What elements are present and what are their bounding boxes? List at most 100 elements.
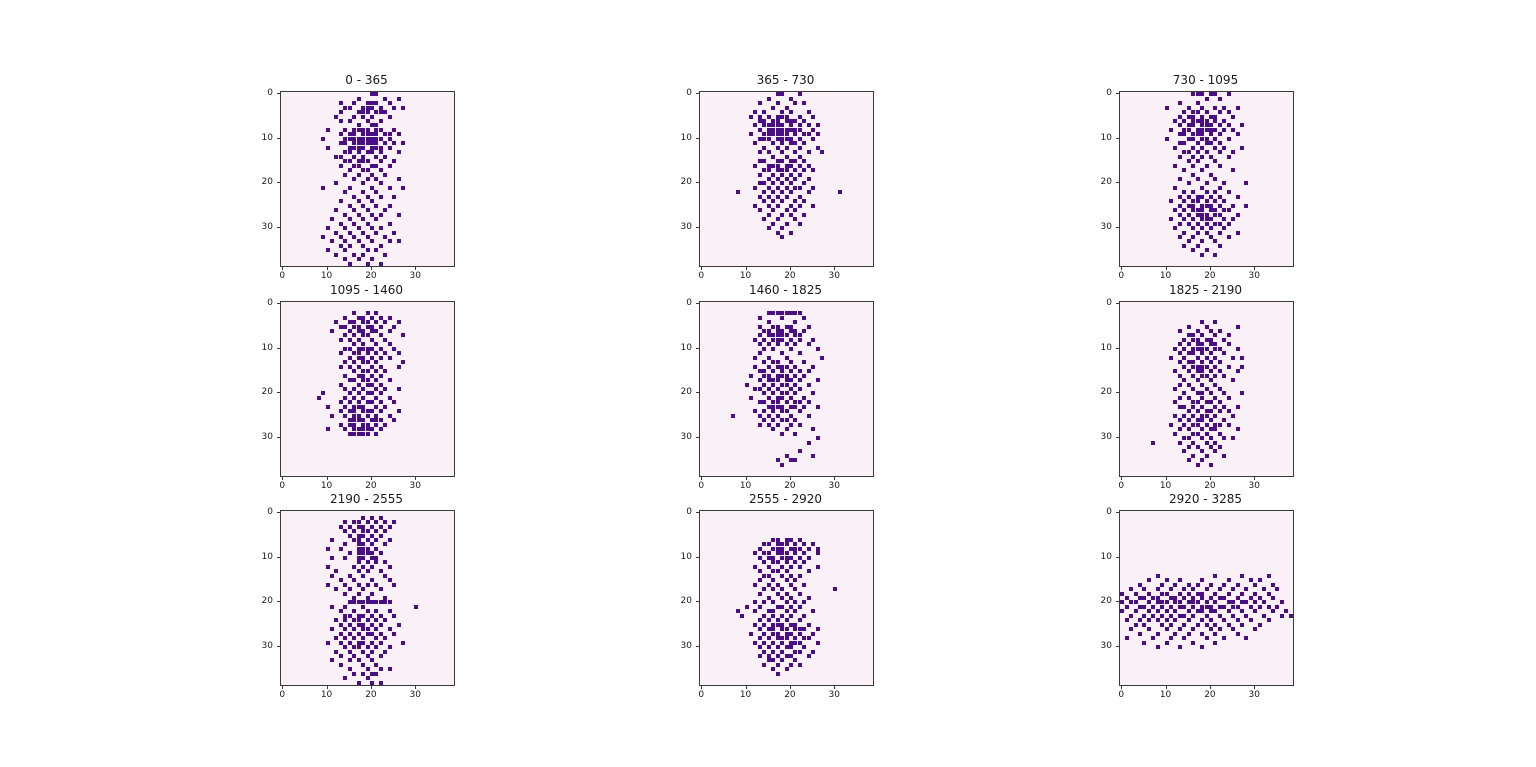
scatter-dot <box>387 524 392 529</box>
y-tick-label: 20 <box>1100 596 1112 607</box>
scatter-dot <box>356 136 361 141</box>
scatter-dot <box>775 132 780 137</box>
scatter-dot <box>771 418 776 423</box>
scatter-dot <box>1186 150 1191 155</box>
scatter-dot <box>1213 600 1218 605</box>
scatter-dot <box>343 636 348 641</box>
scatter-dot <box>1222 119 1227 123</box>
scatter-dot <box>1169 636 1173 641</box>
scatter-dot <box>365 346 370 351</box>
scatter-dot <box>1222 618 1227 623</box>
subplot-title: 1825 - 2190 <box>1168 283 1243 297</box>
scatter-dot <box>771 578 776 583</box>
scatter-dot <box>762 631 767 636</box>
scatter-dot <box>356 373 361 378</box>
scatter-dot <box>343 404 348 409</box>
scatter-dot <box>1226 208 1231 213</box>
scatter-dot <box>1186 418 1191 423</box>
scatter-dot <box>1191 373 1196 378</box>
scatter-dot <box>1177 351 1182 356</box>
scatter-dot <box>1191 235 1196 239</box>
scatter-dot <box>321 136 326 141</box>
scatter-dot <box>338 631 343 636</box>
scatter-dot <box>347 261 352 266</box>
scatter-dot <box>766 596 771 600</box>
scatter-dot <box>797 369 802 374</box>
scatter-dot <box>361 555 366 560</box>
scatter-dot <box>766 163 771 168</box>
scatter-dot <box>775 342 780 347</box>
scatter-dot <box>325 640 330 645</box>
scatter-dot <box>365 427 370 432</box>
scatter-dot <box>396 212 401 217</box>
subplot-1460-1825: 1460 - 1825 0 10 20 30 0 10 20 30 <box>654 283 899 501</box>
scatter-dot <box>753 355 758 360</box>
x-tick-label: 0 <box>1118 690 1125 700</box>
scatter-dot <box>1195 159 1200 164</box>
scatter-dot <box>1137 604 1142 609</box>
scatter-dot <box>1231 355 1236 360</box>
scatter-dot <box>784 538 789 542</box>
scatter-dot <box>766 194 771 199</box>
scatter-dot <box>369 226 374 231</box>
scatter-dot <box>1129 613 1134 618</box>
scatter-dot <box>1195 208 1200 213</box>
scatter-dot <box>374 360 379 365</box>
scatter-dot <box>374 538 379 542</box>
scatter-dot <box>365 667 370 672</box>
scatter-dot <box>784 163 789 168</box>
scatter-dot <box>815 564 820 569</box>
x-tick-mark <box>701 686 703 689</box>
scatter-dot <box>766 542 771 547</box>
scatter-dot <box>802 101 807 106</box>
scatter-dot <box>343 373 348 378</box>
scatter-dot <box>383 520 388 525</box>
scatter-dot <box>1239 591 1244 596</box>
scatter-dot <box>374 320 379 325</box>
x-tick-label: 0 <box>279 481 286 491</box>
scatter-dot <box>330 573 334 578</box>
scatter-dot <box>387 355 392 360</box>
scatter-dot <box>788 159 793 164</box>
scatter-dot <box>819 355 824 360</box>
scatter-dot <box>1182 243 1187 248</box>
scatter-dot <box>766 645 771 650</box>
scatter-dot <box>392 324 397 329</box>
scatter-dot <box>775 163 780 168</box>
x-tick-mark <box>1254 267 1256 270</box>
scatter-dot <box>361 145 366 150</box>
scatter-dot <box>352 145 357 150</box>
scatter-dot <box>400 185 405 190</box>
scatter-dot <box>347 217 352 222</box>
scatter-dot <box>1182 132 1187 137</box>
scatter-dot <box>788 458 793 463</box>
scatter-dot <box>1169 355 1173 360</box>
scatter-dot <box>1191 413 1196 418</box>
scatter-dot <box>338 654 343 658</box>
scatter-dot <box>369 114 374 119</box>
scatter-dot <box>1208 329 1213 333</box>
scatter-dot <box>334 114 339 119</box>
scatter-dot <box>775 546 780 551</box>
x-tick-label: 0 <box>279 690 286 700</box>
scatter-dot <box>766 177 771 181</box>
scatter-dot <box>771 409 776 414</box>
scatter-dot <box>365 654 370 658</box>
scatter-dot <box>780 640 785 645</box>
scatter-dot <box>347 391 352 396</box>
scatter-dot <box>753 600 758 605</box>
scatter-dot <box>797 573 802 578</box>
y-tick-label: 0 <box>267 507 273 518</box>
scatter-dot <box>784 324 789 329</box>
scatter-dot <box>356 520 361 525</box>
scatter-dot <box>1235 596 1240 600</box>
subplot-title: 730 - 1095 <box>1172 73 1239 87</box>
scatter-dot <box>797 546 802 551</box>
scatter-dot <box>771 560 776 565</box>
scatter-dot <box>1173 119 1178 123</box>
scatter-dot <box>793 185 798 190</box>
scatter-dot <box>1213 190 1218 195</box>
scatter-dot <box>1222 337 1227 342</box>
scatter-dot <box>753 185 758 190</box>
scatter-dot <box>1208 208 1213 213</box>
